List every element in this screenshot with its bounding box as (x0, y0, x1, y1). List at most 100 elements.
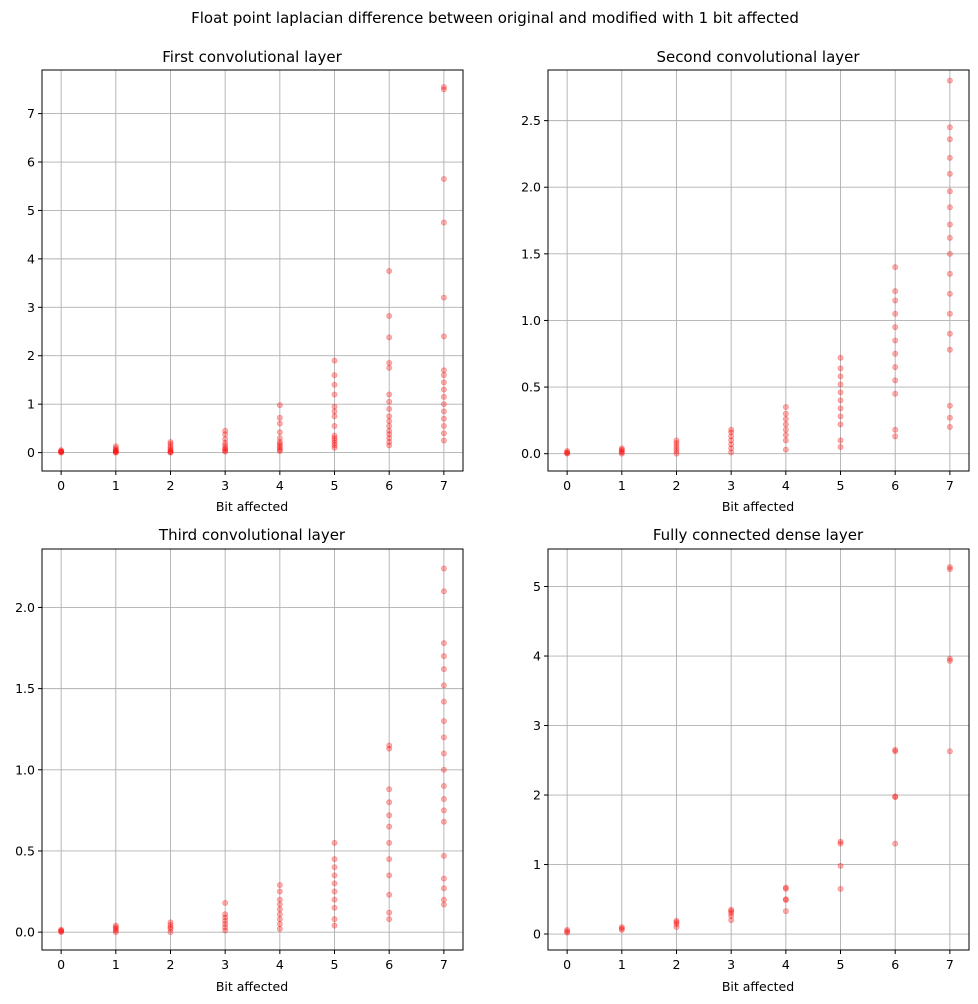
x-tick-label: 2 (167, 478, 175, 493)
data-point (276, 435, 283, 442)
data-point (673, 919, 680, 926)
data-point (440, 83, 447, 90)
data-point (440, 430, 447, 437)
data-point (440, 796, 447, 803)
data-point (892, 337, 899, 344)
x-tick-label: 2 (673, 478, 681, 493)
data-point (892, 377, 899, 384)
data-point (892, 746, 899, 753)
x-tick-label: 1 (112, 478, 120, 493)
data-point (440, 379, 447, 386)
x-tick-label: 6 (891, 957, 899, 972)
data-point (331, 888, 338, 895)
data-point (946, 221, 953, 228)
data-point (386, 398, 393, 405)
data-point (946, 77, 953, 84)
data-point (782, 404, 789, 411)
x-tick-label: 3 (727, 957, 735, 972)
data-point (728, 426, 735, 433)
data-point (440, 818, 447, 825)
data-point (331, 437, 338, 444)
data-point (167, 446, 174, 453)
data-point (782, 885, 789, 892)
data-point (112, 449, 119, 456)
y-tick-label: 0.0 (521, 446, 541, 461)
data-point (440, 588, 447, 595)
data-point (837, 405, 844, 412)
data-point (892, 264, 899, 271)
data-point (386, 360, 393, 367)
y-tick-label: 3 (533, 718, 541, 733)
data-point (276, 440, 283, 447)
data-point (276, 420, 283, 427)
data-point (564, 448, 571, 455)
x-tick-label: 5 (837, 957, 845, 972)
y-tick-label: 0.0 (15, 925, 35, 940)
data-point (440, 901, 447, 908)
data-point (782, 416, 789, 423)
data-point (564, 928, 571, 935)
data-point (946, 414, 953, 421)
data-point (222, 917, 229, 924)
x-tick-label: 0 (563, 957, 571, 972)
data-point (112, 924, 119, 931)
data-point (276, 444, 283, 451)
data-point (331, 872, 338, 879)
data-point (837, 862, 844, 869)
data-point (58, 449, 65, 456)
data-point (386, 431, 393, 438)
data-point (946, 330, 953, 337)
data-point (892, 390, 899, 397)
data-point (222, 446, 229, 453)
x-tick-label: 4 (782, 478, 790, 493)
data-point (892, 364, 899, 371)
data-point (112, 927, 119, 934)
data-point (386, 799, 393, 806)
x-tick-label: 0 (57, 478, 65, 493)
data-point (440, 367, 447, 374)
data-point (618, 445, 625, 452)
data-point (386, 364, 393, 371)
data-point (58, 448, 65, 455)
data-point (782, 896, 789, 903)
data-point (440, 718, 447, 725)
x-axis-label: Bit affected (722, 499, 794, 514)
data-point (331, 864, 338, 871)
data-point (276, 911, 283, 918)
data-point (946, 748, 953, 755)
data-point (837, 840, 844, 847)
data-point (564, 929, 571, 936)
panel-first-conv: First convolutional layer 0 1 2 3 4 5 6 7 0 1 2 3 4 5… (27, 48, 464, 514)
data-point (673, 924, 680, 931)
data-point (946, 657, 953, 664)
data-point (386, 742, 393, 749)
data-point (386, 313, 393, 320)
data-point (386, 745, 393, 752)
data-point (222, 447, 229, 454)
plot-area: 0 1 2 3 4 5 6 7 0.0 0.5 1.0 1.5 2.0 2.5 (521, 69, 970, 493)
data-point (946, 270, 953, 277)
data-point (440, 807, 447, 814)
data-point (618, 924, 625, 931)
y-tick-label: 0 (533, 927, 541, 942)
data-point (386, 909, 393, 916)
data-point (946, 234, 953, 241)
data-point (386, 334, 393, 341)
data-point (892, 426, 899, 433)
data-point (386, 812, 393, 819)
data-point (276, 448, 283, 455)
data-point (440, 640, 447, 647)
data-point (58, 927, 65, 934)
data-point (386, 856, 393, 863)
data-point (386, 823, 393, 830)
data-point (440, 415, 447, 422)
data-point (167, 925, 174, 932)
data-point (946, 346, 953, 353)
y-tick-label: 4 (27, 251, 35, 266)
axes-frame (547, 69, 970, 472)
data-point (440, 175, 447, 182)
data-point (837, 437, 844, 444)
data-point (440, 408, 447, 415)
data-point (386, 839, 393, 846)
data-point (673, 917, 680, 924)
